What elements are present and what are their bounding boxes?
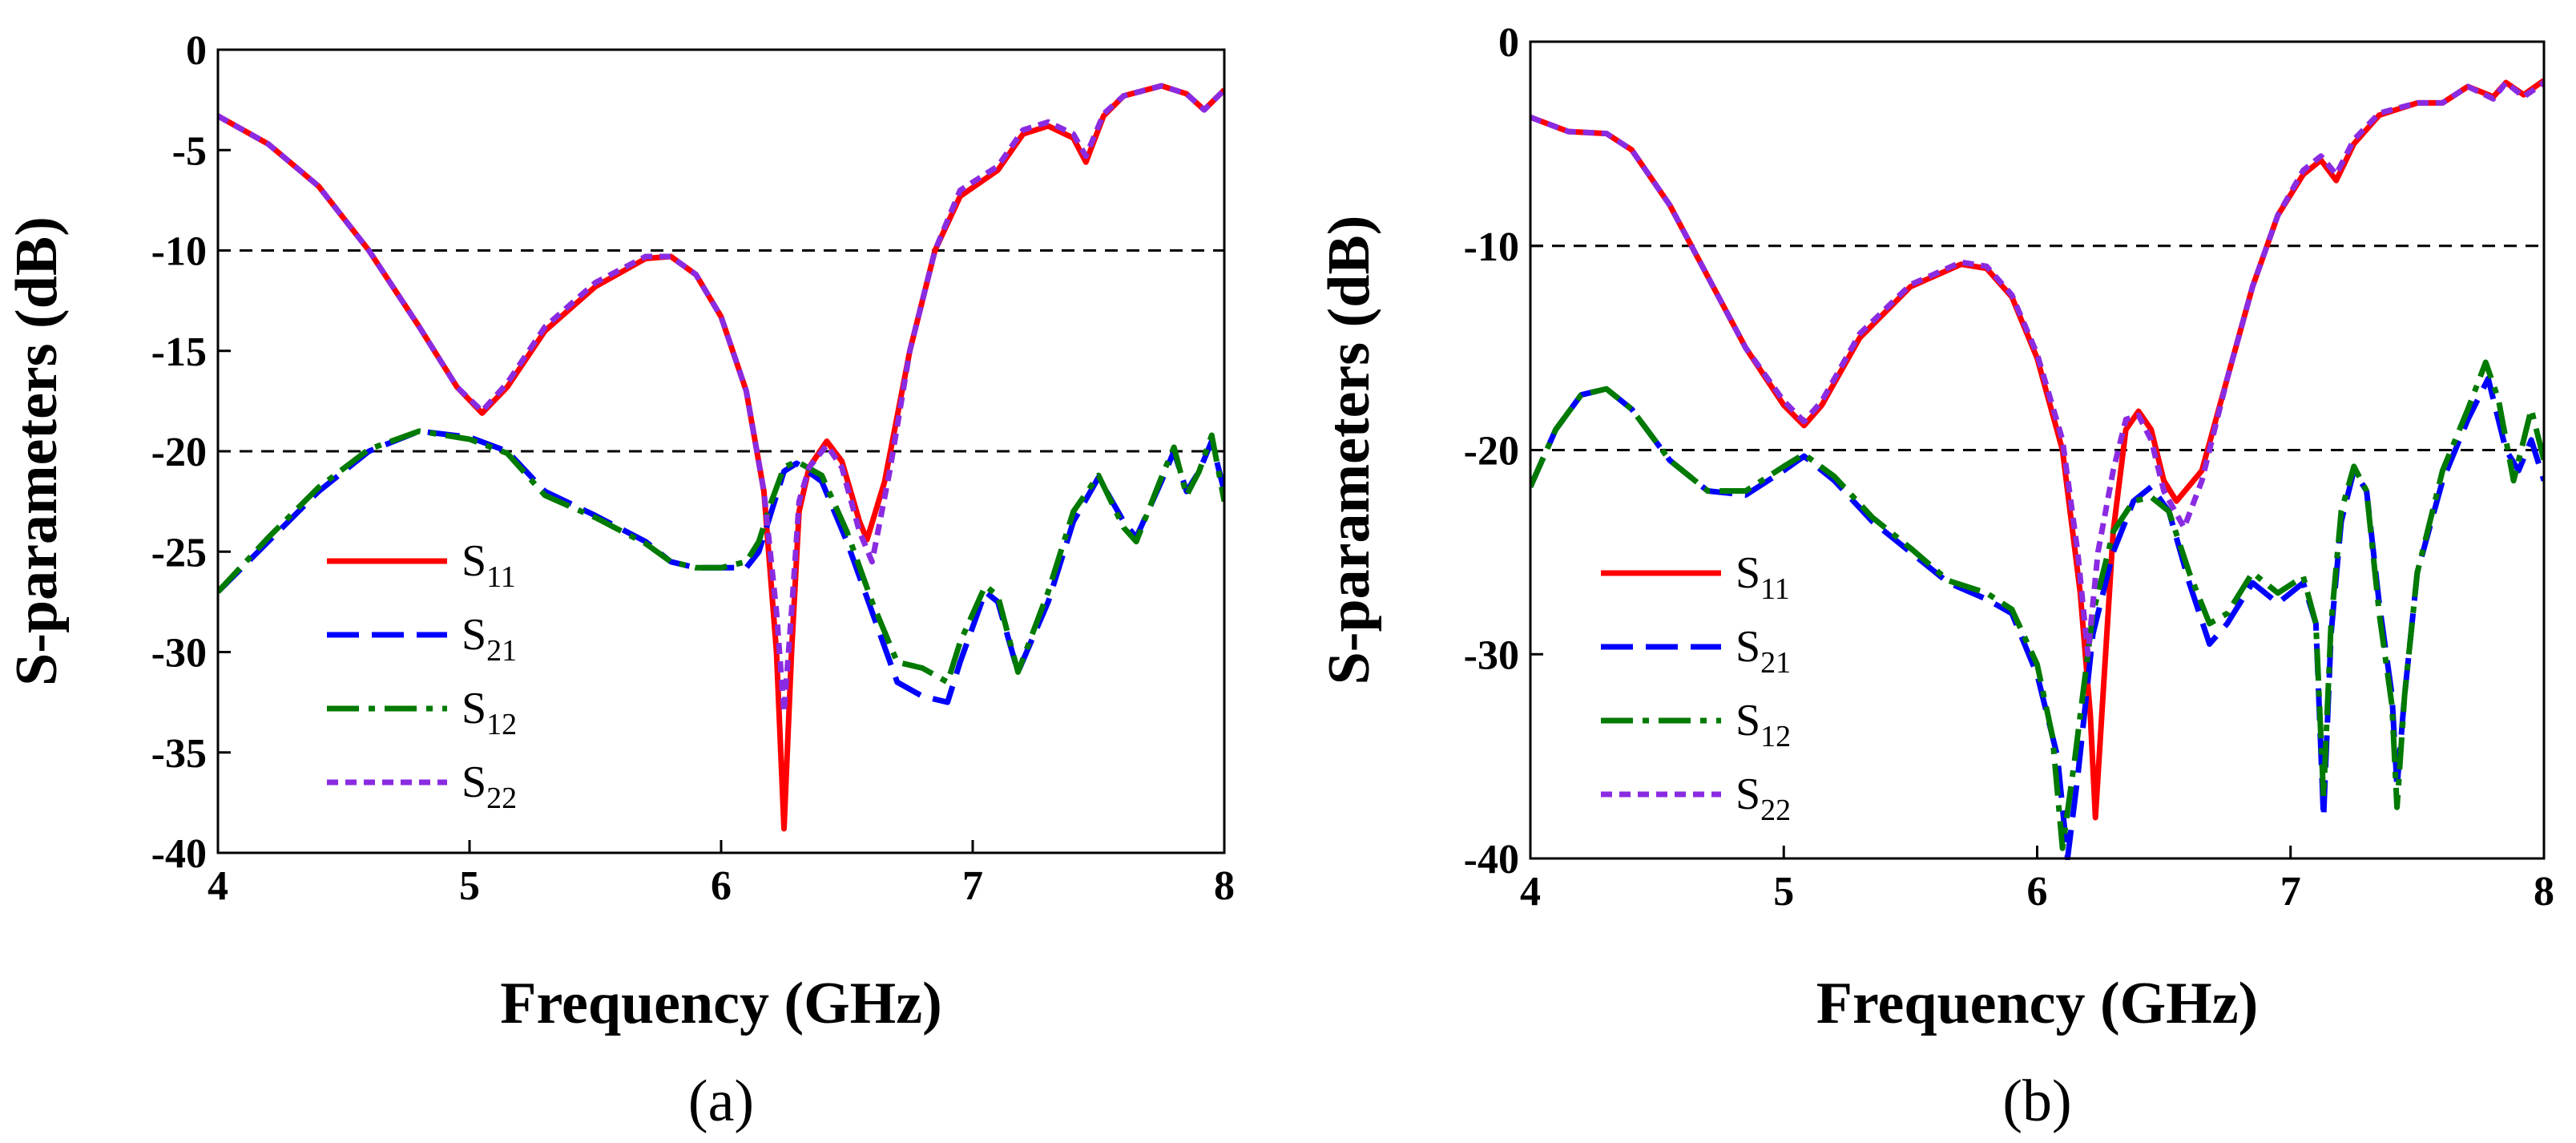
x-tick-label: 6 — [711, 863, 732, 909]
y-tick-label: -30 — [1464, 632, 1519, 678]
x-tick-label: 8 — [1214, 863, 1235, 909]
series-line-s12 — [1530, 359, 2544, 851]
y-tick-label: 0 — [186, 28, 207, 74]
x-tick-label: 7 — [962, 863, 983, 909]
series-line-s22 — [1530, 79, 2544, 657]
y-tick-label: -40 — [151, 831, 207, 877]
x-tick-label: 5 — [1773, 869, 1794, 915]
y-tick-label: -35 — [151, 731, 207, 777]
series-line-s12 — [218, 428, 1224, 685]
y-tick-label: -20 — [1464, 429, 1519, 475]
x-tick-label: 8 — [2534, 869, 2554, 915]
legend-label-s12: S12 — [462, 684, 517, 741]
legend-label-s11: S11 — [462, 536, 516, 594]
y-tick-label: -20 — [151, 430, 207, 475]
y-tick-label: -5 — [172, 128, 207, 174]
series-line-s22 — [218, 83, 1224, 716]
x-axis-title: Frequency (GHz) — [1816, 971, 2258, 1036]
x-tick-label: 7 — [2280, 869, 2301, 915]
series-line-s11 — [218, 83, 1224, 832]
y-tick-label: -10 — [1464, 224, 1519, 270]
panel-b: 4 5 6 7 8 0 -10 -20 -30 -40 Frequency (GHz) S-param… — [1316, 20, 2554, 1134]
y-axis-title: S-parameters (dB) — [4, 216, 70, 686]
panel-a: 4 5 6 7 8 0 -5 -10 -15 -20 -25 -30 -35 -40 Frequency (… — [4, 28, 1235, 1134]
y-tick-label: -15 — [151, 329, 207, 375]
y-tick-label: -25 — [151, 530, 207, 576]
legend-label-s11: S11 — [1735, 548, 1790, 606]
panel-label: (b) — [2002, 1068, 2071, 1134]
legend-label-s21: S21 — [462, 610, 517, 668]
x-tick-label: 4 — [208, 863, 228, 909]
x-tick-label: 5 — [459, 863, 480, 909]
panel-label: (a) — [688, 1068, 754, 1134]
y-tick-label: -40 — [1464, 837, 1519, 882]
y-tick-label: 0 — [1498, 20, 1519, 66]
x-tick-label: 4 — [1520, 869, 1541, 915]
legend-label-s22: S22 — [462, 757, 517, 815]
y-axis-title: S-parameters (dB) — [1316, 216, 1382, 685]
legend-label-s12: S12 — [1735, 696, 1791, 753]
x-axis-title: Frequency (GHz) — [500, 971, 941, 1036]
y-tick-label: -30 — [151, 631, 207, 677]
y-tick-label: -10 — [151, 229, 207, 275]
legend-label-s22: S22 — [1735, 769, 1791, 827]
x-tick-label: 6 — [2027, 869, 2048, 915]
legend-label-s21: S21 — [1735, 622, 1791, 680]
